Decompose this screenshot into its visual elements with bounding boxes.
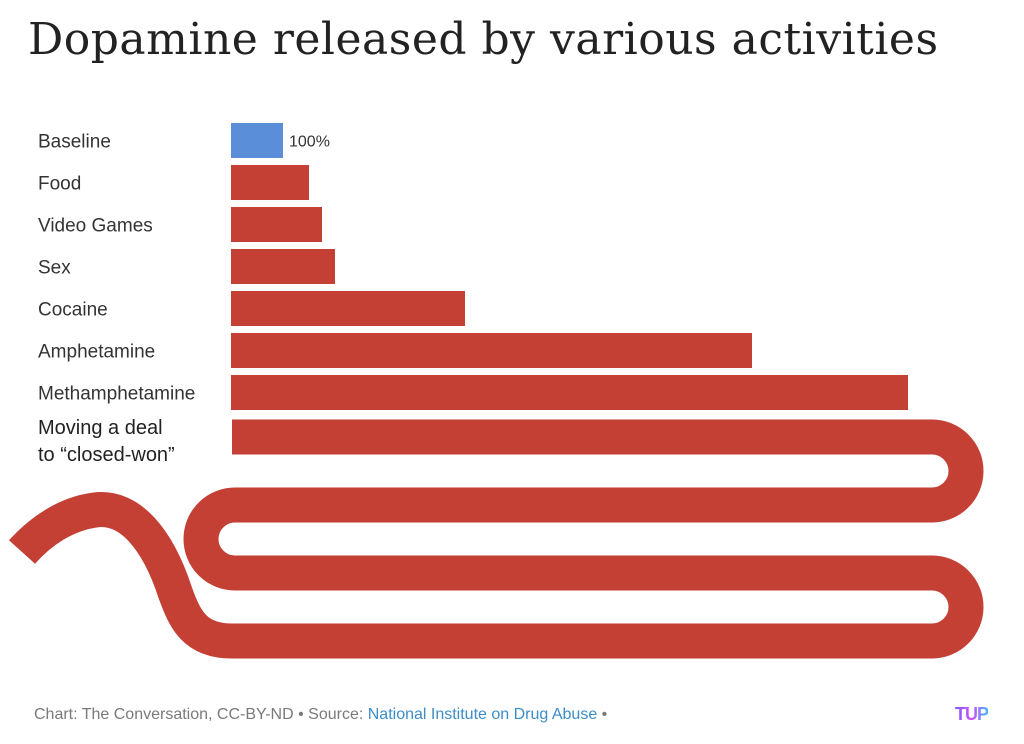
- bar-baseline: [231, 123, 283, 158]
- bar-amphetamine: [231, 333, 752, 368]
- bar-video-games: [231, 207, 322, 242]
- category-label-amphetamine: Amphetamine: [38, 342, 155, 363]
- category-label-methamphetamine: Methamphetamine: [38, 384, 195, 405]
- bar-sex: [231, 249, 335, 284]
- bar-moving-a-deal-snake: [8, 419, 984, 659]
- category-label-cocaine: Cocaine: [38, 300, 108, 321]
- category-label-baseline: Baseline: [38, 132, 111, 153]
- category-label-food: Food: [38, 174, 81, 195]
- bar-cocaine: [231, 291, 465, 326]
- footer-credit: Chart: The Conversation, CC-BY-ND • Sour…: [34, 706, 368, 723]
- category-label-sex: Sex: [38, 258, 71, 279]
- chart-footer: Chart: The Conversation, CC-BY-ND • Sour…: [34, 706, 607, 724]
- brand-logo: TUP: [955, 704, 989, 724]
- bar-methamphetamine: [231, 375, 908, 410]
- category-labels: Baseline Food Video Games Sex Cocaine Ampheta…: [38, 132, 195, 467]
- category-label-moving-a-deal-to-closed-won: Moving a deal to “closed-won”: [38, 417, 175, 466]
- value-label-baseline: 100%: [289, 134, 330, 151]
- bar-food: [231, 165, 309, 200]
- chart-title: Dopamine released by various activities: [28, 14, 939, 65]
- footer-trailing: •: [597, 706, 608, 723]
- bars: [231, 123, 908, 410]
- source-link[interactable]: National Institute on Drug Abuse: [367, 706, 598, 723]
- category-label-video-games: Video Games: [38, 216, 153, 237]
